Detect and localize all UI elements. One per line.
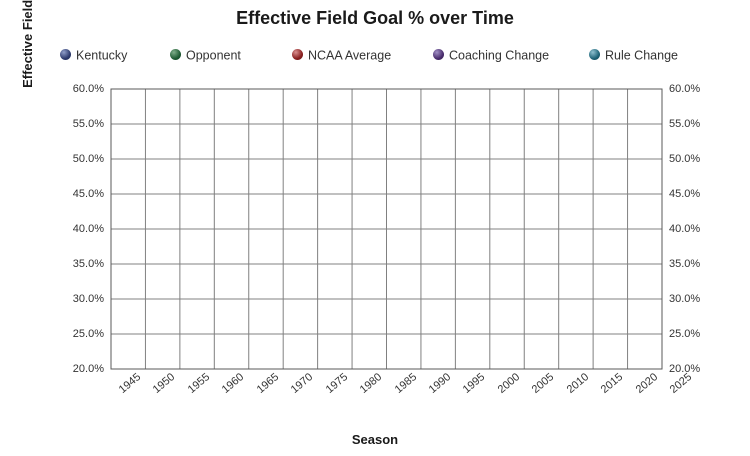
- svg-text:50.0%: 50.0%: [669, 153, 700, 165]
- svg-text:20.0%: 20.0%: [73, 363, 104, 375]
- svg-text:40.0%: 40.0%: [73, 223, 104, 235]
- svg-text:35.0%: 35.0%: [73, 258, 104, 270]
- svg-text:30.0%: 30.0%: [669, 293, 700, 305]
- svg-text:50.0%: 50.0%: [73, 153, 104, 165]
- svg-text:45.0%: 45.0%: [73, 188, 104, 200]
- svg-text:30.0%: 30.0%: [73, 293, 104, 305]
- svg-text:35.0%: 35.0%: [669, 258, 700, 270]
- svg-text:25.0%: 25.0%: [669, 328, 700, 340]
- svg-text:45.0%: 45.0%: [669, 188, 700, 200]
- svg-text:55.0%: 55.0%: [73, 118, 104, 130]
- svg-text:60.0%: 60.0%: [73, 83, 104, 95]
- svg-text:55.0%: 55.0%: [669, 118, 700, 130]
- svg-text:40.0%: 40.0%: [669, 223, 700, 235]
- svg-text:60.0%: 60.0%: [669, 83, 700, 95]
- svg-text:25.0%: 25.0%: [73, 328, 104, 340]
